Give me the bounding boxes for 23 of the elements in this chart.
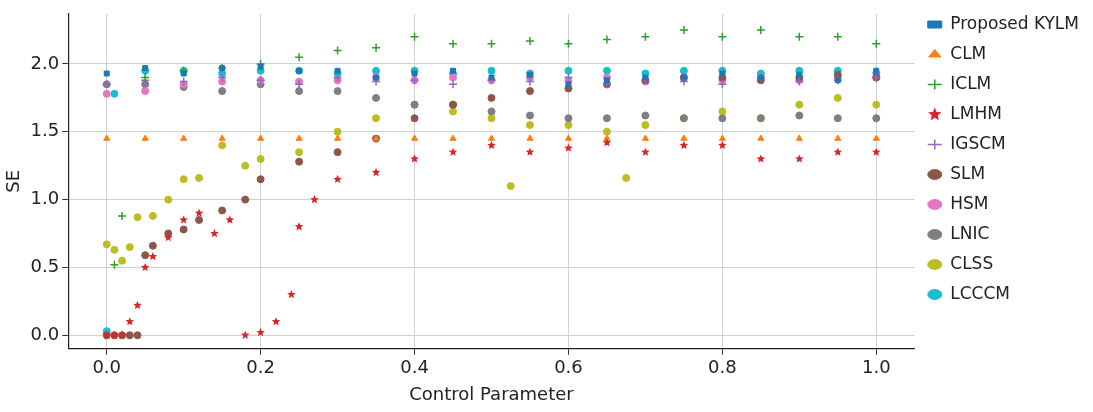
legend-label: LCCCM xyxy=(950,282,1011,303)
x-tick-label: 1.0 xyxy=(861,356,891,378)
x-tick-label: 0.4 xyxy=(400,356,429,378)
y-tick-label: 1.5 xyxy=(30,119,60,141)
y-tick-label: 0.0 xyxy=(30,322,60,344)
legend-label: ICLM xyxy=(950,72,992,93)
legend-label: LMHM xyxy=(950,102,1002,123)
legend-label: SLM xyxy=(950,162,986,183)
legend-label: IGSCM xyxy=(950,132,1006,153)
legend-label: LNIC xyxy=(950,222,990,243)
legend-label: Proposed KYLM xyxy=(950,12,1080,33)
x-tick-label: 0.2 xyxy=(246,356,275,378)
y-axis-title: SE xyxy=(2,169,24,193)
x-tick-label: 0.0 xyxy=(92,356,122,378)
y-tick-label: 2.0 xyxy=(30,51,60,73)
x-tick-label: 0.6 xyxy=(554,356,583,378)
legend-label: CLSS xyxy=(950,252,994,273)
legend-label: HSM xyxy=(950,192,989,213)
y-tick-label: 1.0 xyxy=(30,187,60,209)
y-tick-label: 0.5 xyxy=(30,255,60,277)
x-axis-title: Control Parameter xyxy=(409,382,575,404)
x-tick-label: 0.8 xyxy=(708,356,737,378)
legend-label: CLM xyxy=(950,42,987,63)
